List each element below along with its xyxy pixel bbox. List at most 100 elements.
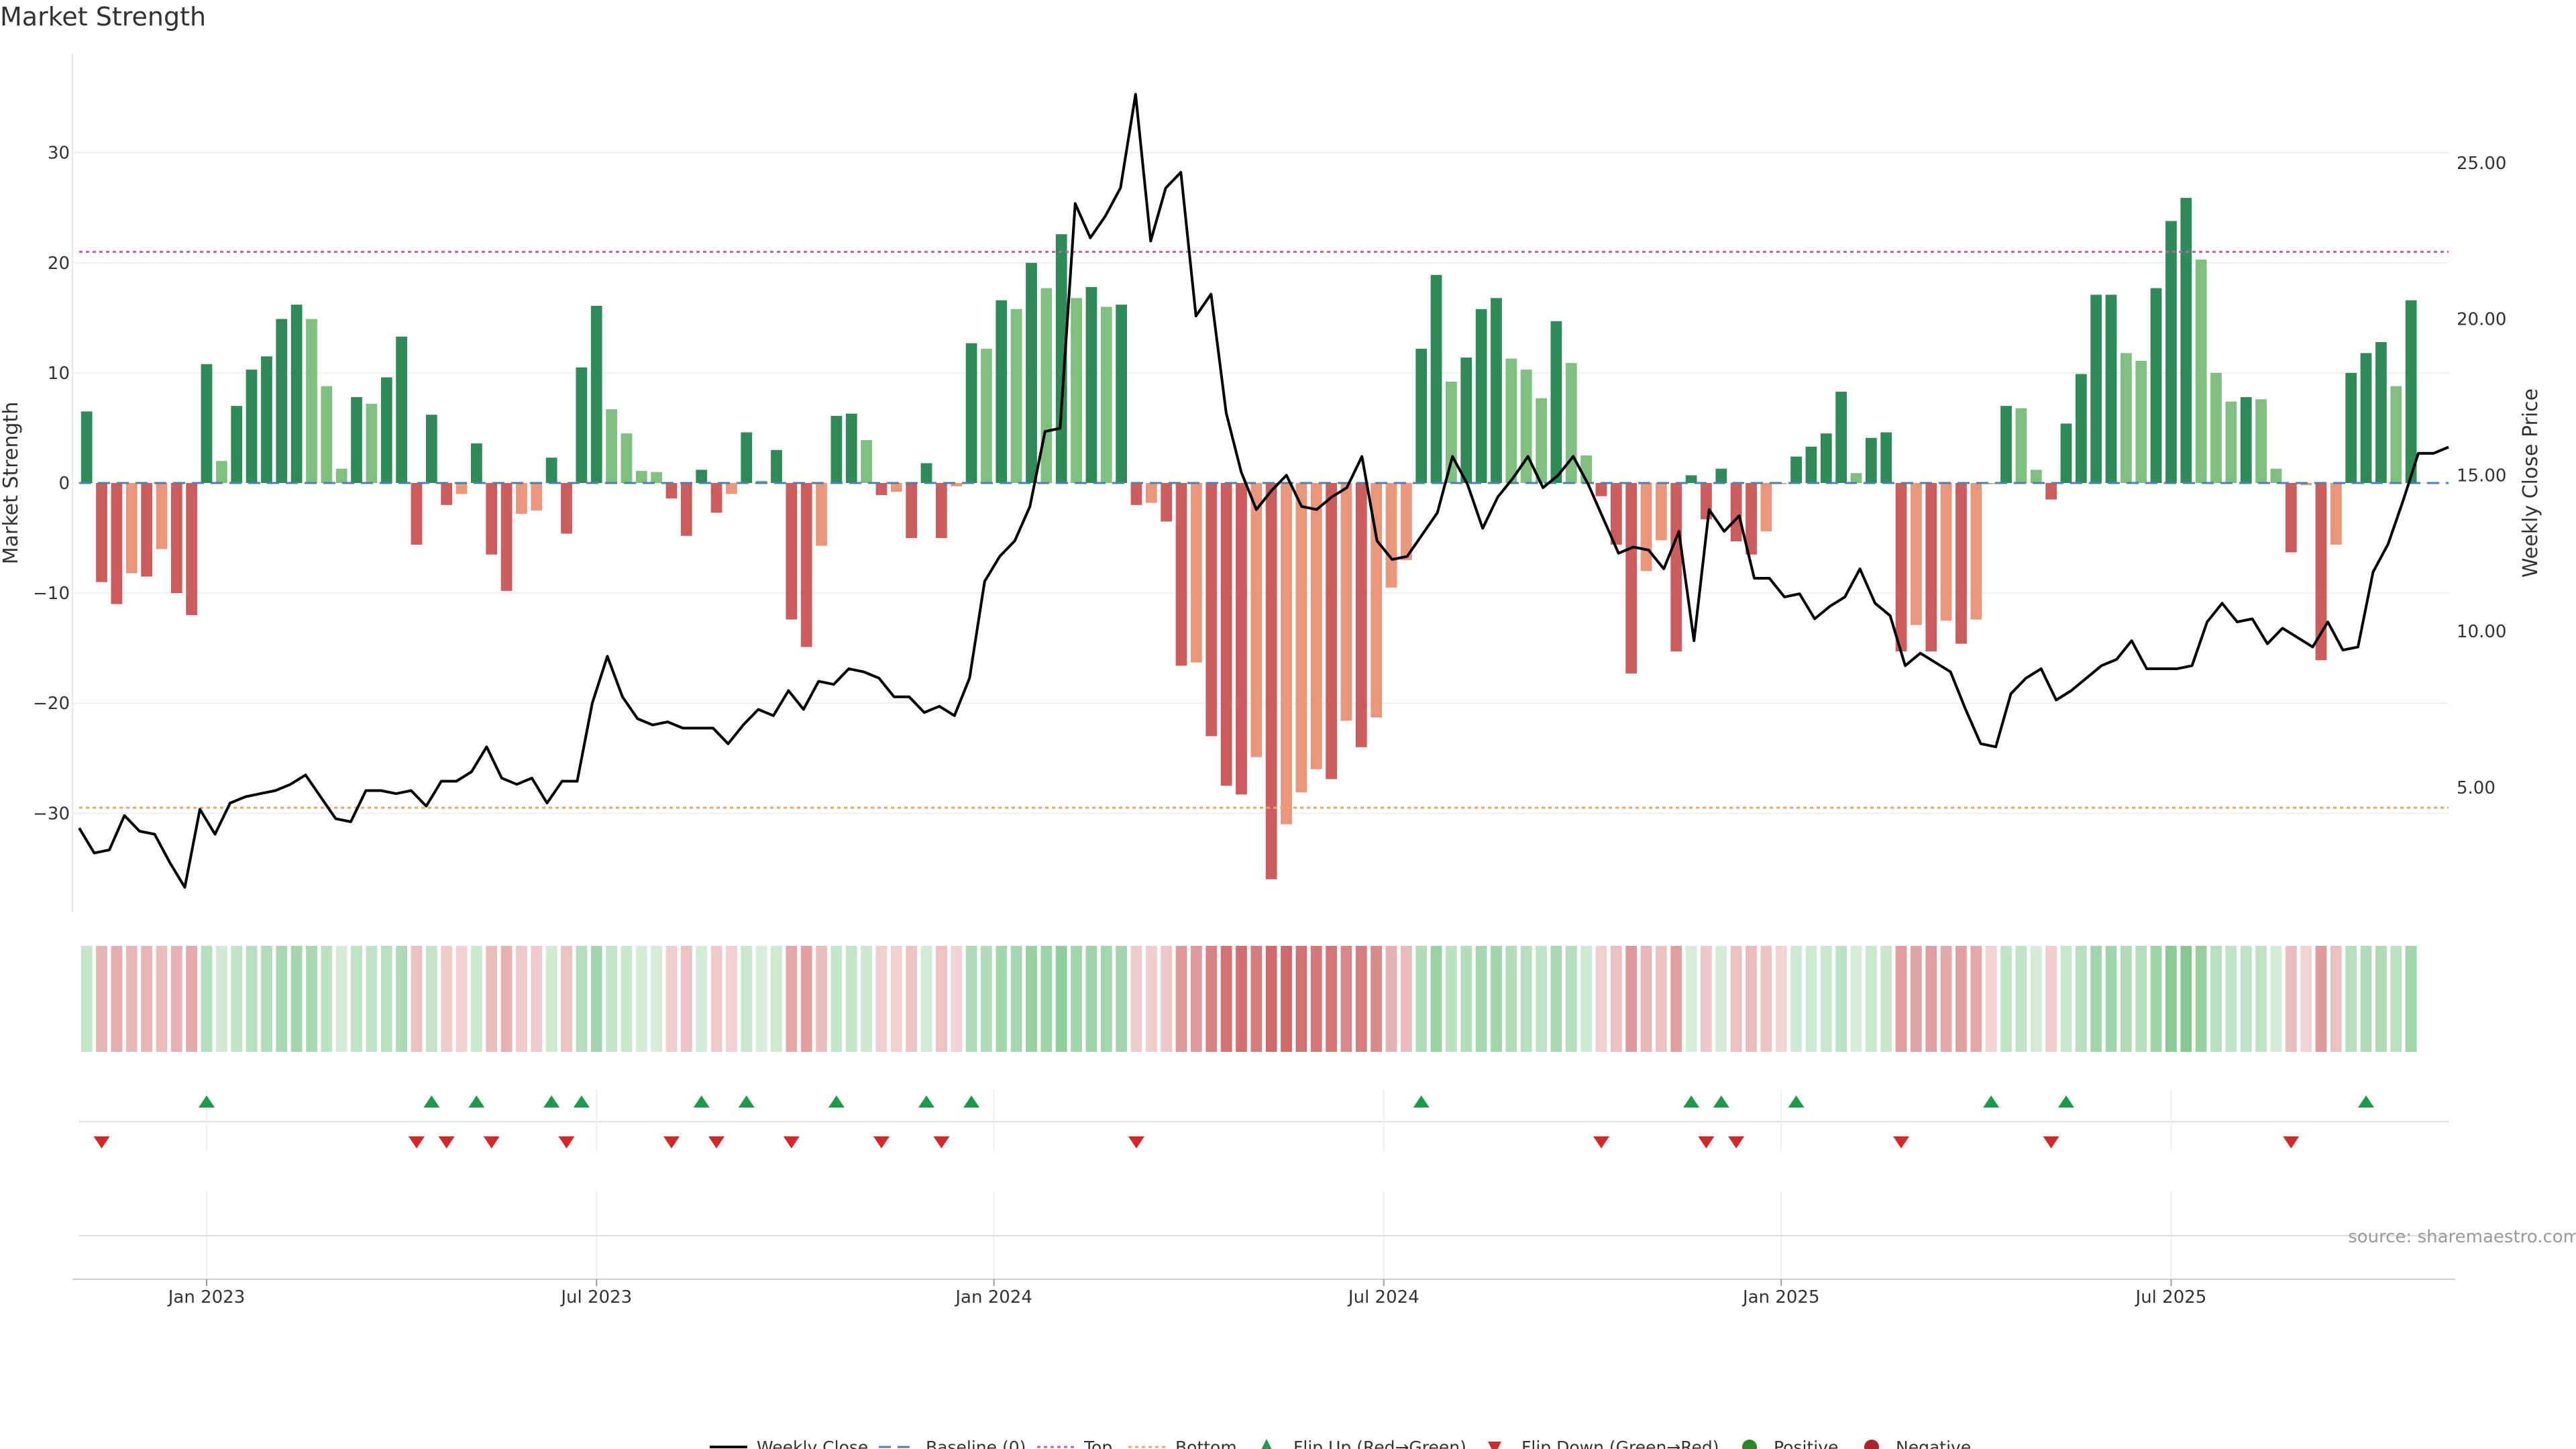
legend-swatch-positive	[1742, 1440, 1757, 1449]
heat-cell	[1100, 946, 1112, 1052]
heat-cell	[290, 946, 303, 1052]
y2-tick-label: 10.00	[2457, 622, 2506, 642]
heat-cell	[2150, 946, 2162, 1052]
heat-cell	[635, 946, 647, 1052]
strength-bar	[96, 483, 107, 582]
heat-cell	[2375, 946, 2387, 1052]
x-tick-label: Jul 2025	[2135, 1287, 2207, 1307]
heat-cell	[1685, 946, 1697, 1052]
flip-up-marker	[2057, 1095, 2074, 1108]
flip-down-marker	[933, 1136, 950, 1148]
y2-axis-label: Weekly Close Price	[2519, 388, 2542, 578]
heat-cell	[170, 946, 182, 1052]
strength-bar	[1955, 483, 1967, 644]
strength-bar	[1715, 468, 1727, 483]
heat-cell	[366, 946, 378, 1052]
strength-bar	[2015, 408, 2027, 483]
heat-cell	[590, 946, 602, 1052]
flip-down-marker	[2043, 1136, 2059, 1148]
strength-bar	[1161, 483, 1173, 522]
legend-swatch-negative	[1864, 1440, 1879, 1449]
strength-bar	[1310, 483, 1322, 769]
heat-cell	[1446, 946, 1457, 1052]
strength-bar	[1460, 357, 1472, 483]
heat-cell	[771, 946, 782, 1052]
strength-bar	[2345, 372, 2357, 483]
heat-cell	[1970, 946, 1982, 1052]
heat-cell	[830, 946, 843, 1052]
heat-cell	[951, 946, 963, 1052]
heat-cell	[186, 946, 198, 1052]
flip-down-marker	[408, 1136, 425, 1148]
heat-cell	[411, 946, 423, 1052]
strength-bar	[1911, 483, 1922, 625]
strength-bar	[545, 458, 557, 483]
heat-cell	[1340, 946, 1352, 1052]
strength-bar	[1685, 475, 1697, 483]
strength-bar	[1040, 288, 1053, 483]
legend-weekly-close: Weekly Close	[757, 1438, 868, 1449]
heat-cell	[276, 946, 288, 1052]
heat-cell	[965, 946, 977, 1052]
heat-cell	[1265, 946, 1277, 1052]
strength-bar	[1191, 483, 1202, 663]
heat-cell	[500, 946, 513, 1052]
heat-cell	[1236, 946, 1247, 1052]
strength-bar	[2195, 259, 2207, 483]
strength-bar	[2405, 300, 2417, 483]
flip-up-marker	[828, 1095, 845, 1108]
heat-cell	[2300, 946, 2312, 1052]
strength-bar	[861, 440, 872, 483]
strength-bar	[1940, 483, 1952, 621]
heat-cell	[455, 946, 468, 1052]
heat-cell	[261, 946, 272, 1052]
strength-bar	[845, 413, 857, 483]
flip-down-marker	[873, 1136, 890, 1148]
heat-cell	[1460, 946, 1472, 1052]
heat-cell	[2270, 946, 2282, 1052]
heat-cell	[156, 946, 168, 1052]
strength-bar	[875, 483, 888, 496]
strength-bar	[920, 463, 932, 483]
strength-bar	[2300, 483, 2312, 486]
heat-cell	[380, 946, 392, 1052]
heat-cell	[1805, 946, 1817, 1052]
strength-bar	[1340, 483, 1352, 721]
heat-cell	[861, 946, 872, 1052]
heat-cell	[1865, 946, 1877, 1052]
heat-cell	[1220, 946, 1232, 1052]
y-tick-label: −10	[33, 584, 70, 604]
flip-up-marker	[1413, 1095, 1430, 1108]
heat-cell	[2045, 946, 2057, 1052]
strength-bar	[1491, 298, 1502, 483]
legend-negative: Negative	[1896, 1438, 1971, 1449]
strength-bar	[1250, 483, 1263, 757]
legend-positive: Positive	[1774, 1438, 1838, 1449]
heat-cell	[201, 946, 213, 1052]
heat-cell	[215, 946, 227, 1052]
strength-bar	[1085, 286, 1097, 483]
heat-cell	[1850, 946, 1862, 1052]
heat-cell	[231, 946, 243, 1052]
flip-up-marker	[1983, 1095, 2000, 1108]
strength-bar	[2210, 372, 2222, 483]
strength-bar	[1281, 483, 1292, 824]
heat-cell	[1130, 946, 1142, 1052]
strength-bar	[1595, 483, 1607, 496]
heat-cell	[561, 946, 572, 1052]
heat-cell	[606, 946, 617, 1052]
flip-down-marker	[1728, 1136, 1745, 1148]
heat-cell	[665, 946, 678, 1052]
right-axis-ticks: 5.00 10.00 15.00 20.00 25.00	[2457, 154, 2506, 798]
strength-bar	[111, 483, 123, 604]
strength-bar	[425, 415, 437, 483]
strength-bar	[80, 411, 93, 483]
heat-cell	[1385, 946, 1397, 1052]
heat-cell	[816, 946, 827, 1052]
heat-cell	[2195, 946, 2207, 1052]
heat-cell	[1580, 946, 1593, 1052]
y2-tick-label: 25.00	[2457, 154, 2506, 174]
strength-bar	[1970, 483, 1982, 620]
heat-cell	[1790, 946, 1802, 1052]
strength-bar	[1880, 432, 1892, 483]
